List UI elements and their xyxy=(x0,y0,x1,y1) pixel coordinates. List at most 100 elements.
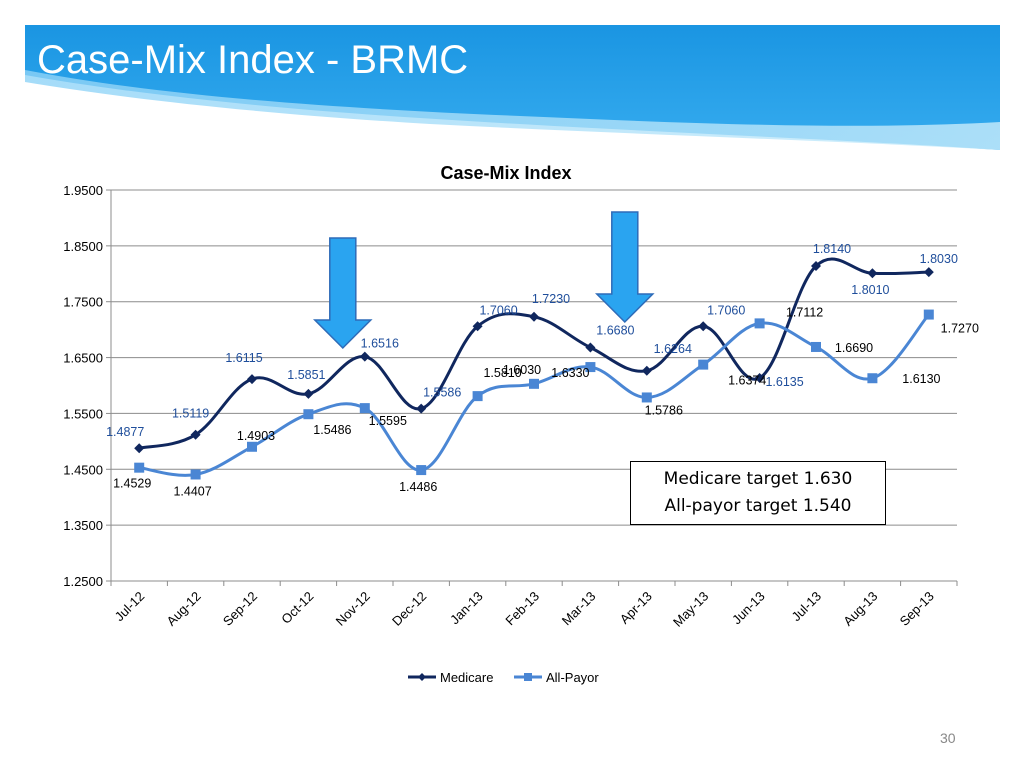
all-payor-point xyxy=(303,409,314,420)
all-payor-point xyxy=(416,465,427,476)
all-payor-point xyxy=(585,362,596,373)
all-payor-point xyxy=(472,391,483,402)
arrow-marker-apr-13 xyxy=(594,211,655,324)
x-tick-label: Jan-13 xyxy=(447,589,486,628)
medicare-data-label: 1.8140 xyxy=(813,242,851,256)
medicare-point xyxy=(303,388,314,399)
x-tick-label: Aug-12 xyxy=(163,589,203,629)
medicare-point xyxy=(472,321,483,332)
all-payor-point xyxy=(190,469,201,480)
y-tick-label: 1.6500 xyxy=(63,351,103,366)
y-tick-label: 1.3500 xyxy=(63,518,103,533)
series-group xyxy=(134,257,934,480)
all-payor-data-label: 1.6330 xyxy=(551,366,589,380)
medicare-data-label: 1.7060 xyxy=(479,303,517,317)
data-labels: 1.4877 1.5119 1.6115 1.5851 1.6516 1.5586 1.70… xyxy=(106,242,979,499)
medicare-legend-label: Medicare xyxy=(440,670,493,685)
all-payor-data-label: 1.5486 xyxy=(313,423,351,437)
targets-box: Medicare target 1.630 All-payor target 1… xyxy=(630,461,886,525)
all-payor-data-label: 1.6690 xyxy=(835,341,873,355)
all-payor-data-label: 1.6374 xyxy=(728,374,766,388)
medicare-point xyxy=(585,342,596,353)
x-tick-label: Feb-13 xyxy=(502,589,542,629)
all-payor-data-label: 1.4903 xyxy=(237,429,275,443)
medicare-data-label: 1.4877 xyxy=(106,425,144,439)
all-payor-point xyxy=(641,392,652,403)
medicare-data-label: 1.5586 xyxy=(423,386,461,400)
all-payor-legend-marker xyxy=(524,673,532,681)
all-payor-data-label: 1.4529 xyxy=(113,477,151,491)
x-tick-label: Oct-12 xyxy=(278,589,316,627)
all-payor-data-label: 1.5810 xyxy=(483,366,521,380)
x-tick-label: Dec-12 xyxy=(389,589,429,629)
x-tick-label: Aug-13 xyxy=(840,589,880,629)
chart-title: Case-Mix Index xyxy=(440,163,571,183)
medicare-point xyxy=(698,321,709,332)
all-payor-legend-label: All-Payor xyxy=(546,670,599,685)
medicare-data-label: 1.6115 xyxy=(225,351,262,365)
all-payor-point xyxy=(359,403,370,414)
all-payor-data-label: 1.7270 xyxy=(941,322,979,336)
all-payor-data-label: 1.4486 xyxy=(399,480,437,494)
x-tick-label: Jul-13 xyxy=(788,589,824,625)
legend: Medicare All-Payor xyxy=(408,670,599,685)
medicare-legend-marker xyxy=(418,673,426,681)
medicare-point xyxy=(359,351,370,362)
medicare-data-label: 1.8030 xyxy=(920,252,958,266)
title-banner xyxy=(25,25,1000,150)
slide-number: 30 xyxy=(940,730,956,746)
x-axis-ticks: Jul-12 Aug-12 Sep-12 Oct-12 Nov-12 Dec-12 Jan-… xyxy=(110,581,958,630)
all-payor-line xyxy=(138,313,930,477)
medicare-point xyxy=(641,365,652,376)
medicare-point xyxy=(529,311,539,322)
medicare-data-label: 1.6680 xyxy=(596,324,634,338)
x-tick-label: May-13 xyxy=(670,589,711,630)
medicare-point xyxy=(190,429,201,440)
all-payor-data-label: 1.6030 xyxy=(503,363,541,377)
x-tick-label: Apr-13 xyxy=(617,589,655,627)
x-tick-label: Jul-12 xyxy=(112,589,148,625)
all-payor-point xyxy=(867,373,878,384)
medicare-point xyxy=(247,374,257,385)
medicare-data-label: 1.6264 xyxy=(654,342,692,356)
all-payor-point xyxy=(923,309,934,320)
all-payor-data-label: 1.6130 xyxy=(902,372,940,386)
medicare-point xyxy=(923,267,934,278)
x-tick-label: Nov-12 xyxy=(333,589,373,629)
medicare-target-text: Medicare target 1.630 xyxy=(663,469,853,489)
x-tick-label: Mar-13 xyxy=(559,589,599,629)
medicare-data-label: 1.7060 xyxy=(707,303,745,317)
medicare-point xyxy=(416,403,427,414)
medicare-point xyxy=(134,443,145,454)
medicare-data-label: 1.5119 xyxy=(172,407,209,421)
x-tick-label: Sep-12 xyxy=(220,589,260,629)
all-payor-point xyxy=(247,441,257,452)
y-tick-label: 1.8500 xyxy=(63,239,103,254)
medicare-data-label: 1.6135 xyxy=(765,375,803,389)
y-tick-label: 1.4500 xyxy=(63,462,103,477)
all-payor-data-label: 1.7112 xyxy=(786,305,823,319)
y-tick-label: 1.5500 xyxy=(63,406,103,421)
x-tick-label: Jun-13 xyxy=(729,589,768,628)
slide-title: Case-Mix Index - BRMC xyxy=(37,38,469,82)
medicare-data-label: 1.7230 xyxy=(532,292,570,306)
all-payor-point xyxy=(811,341,821,352)
y-axis-ticks: 1.2500 1.3500 1.4500 1.5500 1.6500 1.7500 1.85… xyxy=(63,183,111,589)
all-payor-data-label: 1.5595 xyxy=(369,414,407,428)
all-payor-point xyxy=(529,378,539,389)
all-payor-data-label: 1.4407 xyxy=(173,484,211,498)
axes xyxy=(110,190,957,582)
medicare-data-label: 1.5851 xyxy=(287,368,325,382)
medicare-point xyxy=(867,268,878,279)
arrow-marker-nov-12 xyxy=(312,237,373,350)
x-tick-label: Sep-13 xyxy=(897,589,937,629)
all-payor-data-label: 1.5786 xyxy=(645,403,683,417)
medicare-data-label: 1.8010 xyxy=(851,283,889,297)
y-tick-label: 1.7500 xyxy=(63,295,103,310)
medicare-data-label: 1.6516 xyxy=(361,337,399,351)
all-payor-target-text: All-payor target 1.540 xyxy=(664,496,852,516)
all-payor-point xyxy=(754,318,765,329)
all-payor-point xyxy=(134,462,145,473)
y-tick-label: 1.9500 xyxy=(63,183,103,198)
